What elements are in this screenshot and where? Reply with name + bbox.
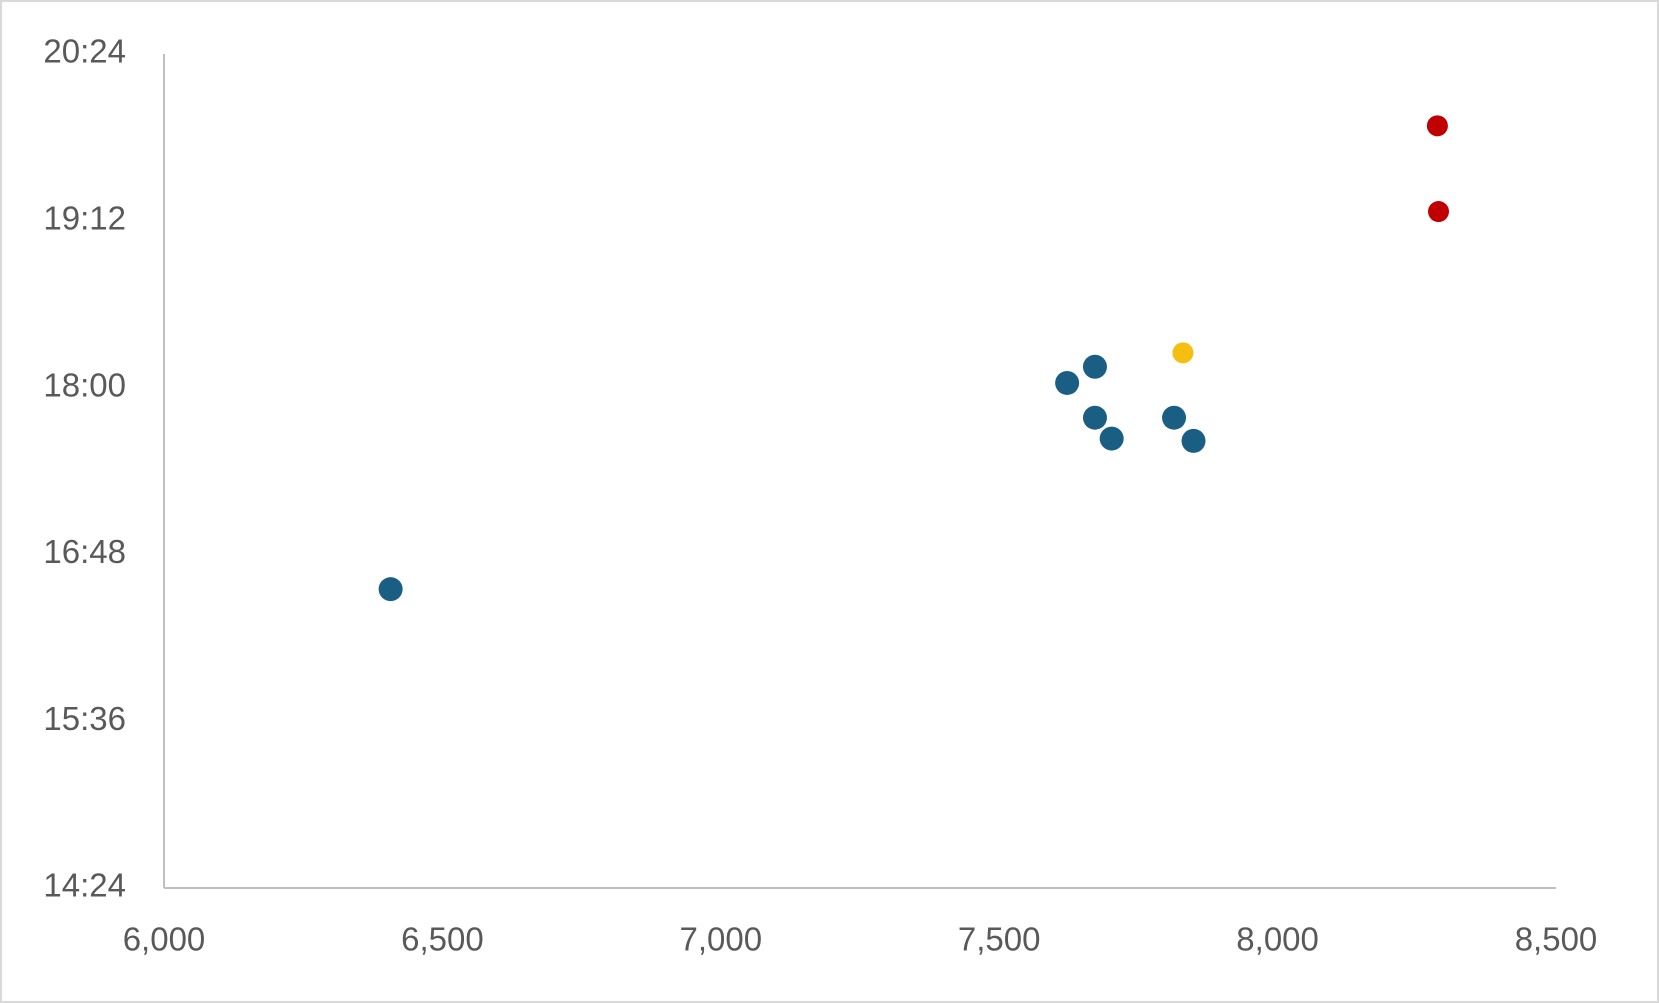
x-tick-label: 8,000 <box>1236 921 1319 958</box>
y-tick-label: 15:36 <box>43 700 126 737</box>
point <box>1099 426 1124 451</box>
point <box>1162 405 1187 430</box>
y-tick-label: 20:24 <box>43 33 126 70</box>
point <box>1428 201 1450 223</box>
x-tick-label: 7,500 <box>958 921 1041 958</box>
y-tick-label: 18:00 <box>43 366 126 403</box>
point <box>1055 370 1080 395</box>
y-tick-label: 16:48 <box>43 533 126 570</box>
point <box>1082 405 1107 430</box>
point <box>1082 354 1107 379</box>
x-tick-label: 6,500 <box>401 921 484 958</box>
point <box>1426 115 1448 137</box>
y-tick-label: 19:12 <box>43 200 126 237</box>
point <box>1181 428 1206 453</box>
point <box>378 577 403 602</box>
point <box>1172 342 1194 364</box>
x-tick-label: 7,000 <box>680 921 763 958</box>
x-tick-label: 8,500 <box>1515 921 1598 958</box>
x-tick-label: 6,000 <box>123 921 206 958</box>
y-tick-label: 14:24 <box>43 867 126 904</box>
